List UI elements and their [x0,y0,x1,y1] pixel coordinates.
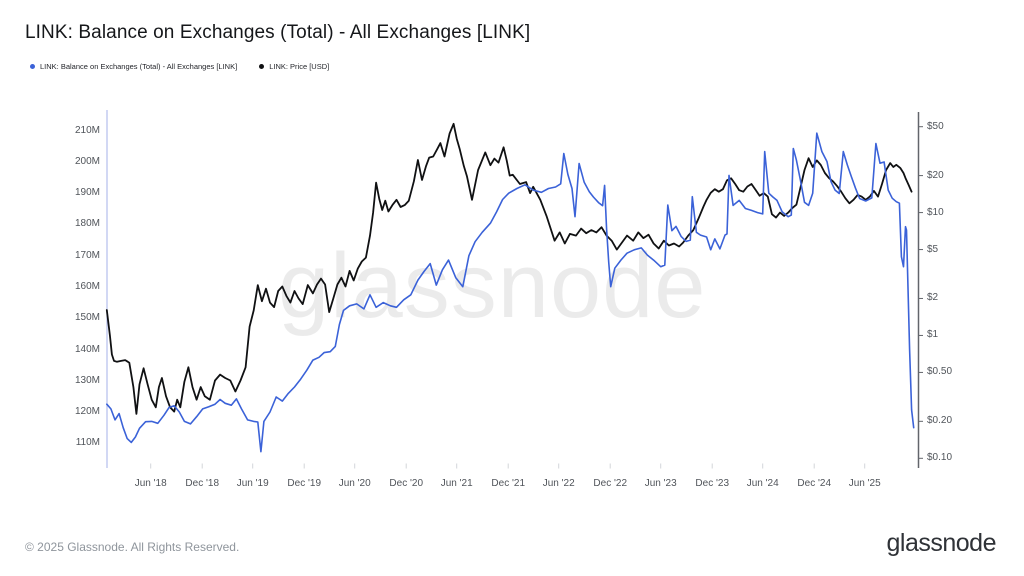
y-right-tick: $50 [927,120,944,132]
legend-label: LINK: Price [USD] [269,62,330,71]
y-left-tick: 200M [74,155,100,167]
y-left-tick: 210M [74,124,100,136]
y-right-tick: $20 [927,169,944,181]
x-axis-tick: Jun '24 [746,478,779,489]
y-right-tick: $0.10 [927,452,953,464]
x-axis-tick: Jun '23 [644,478,677,489]
x-axis-tick: Dec '21 [491,478,525,489]
y-right-tick: $5 [927,243,939,255]
legend-item-1[interactable]: LINK: Price [USD] [259,62,329,71]
copyright-text: © 2025 Glassnode. All Rights Reserved. [25,540,240,554]
x-axis-tick: Jun '25 [848,478,881,489]
page-title: LINK: Balance on Exchanges (Total) - All… [25,22,531,43]
legend-item-0[interactable]: LINK: Balance on Exchanges (Total) - All… [30,62,237,71]
x-axis-tick: Dec '20 [389,478,423,489]
x-axis-tick: Jun '21 [440,478,473,489]
y-right-tick: $10 [927,206,944,218]
x-axis-tick: Dec '22 [593,478,627,489]
legend-dot [30,64,35,69]
y-left-tick: 190M [74,187,100,199]
x-axis-tick: Jun '22 [542,478,575,489]
y-right-tick: $0.50 [927,366,953,378]
glassnode-logo[interactable]: glassnode [886,529,997,557]
x-axis-tick: Jun '18 [134,478,167,489]
y-left-tick: 120M [74,406,100,418]
y-left-tick: 170M [74,249,100,261]
legend-label: LINK: Balance on Exchanges (Total) - All… [40,62,238,71]
y-left-tick: 160M [74,281,100,292]
y-left-tick: 180M [74,218,100,230]
y-left-tick: 140M [74,343,100,355]
x-axis-tick: Dec '23 [695,478,729,489]
y-left-tick: 150M [74,312,100,324]
y-right-tick: $0.20 [927,415,953,427]
price-series-line [105,122,913,415]
x-axis-tick: Jun '20 [338,478,371,489]
legend-dot [259,64,265,69]
x-axis-tick: Dec '24 [797,478,831,489]
y-right-tick: $1 [927,329,939,341]
y-left-tick: 110M [75,437,100,449]
y-left-tick: 130M [74,374,100,386]
x-axis-tick: Dec '18 [185,478,219,489]
balance-series-line [106,132,915,453]
x-axis-tick: Dec '19 [287,478,321,489]
x-axis-tick: Jun '19 [236,478,269,489]
y-right-tick: $2 [927,292,939,304]
chart-legend: LINK: Balance on Exchanges (Total) - All… [30,62,329,71]
